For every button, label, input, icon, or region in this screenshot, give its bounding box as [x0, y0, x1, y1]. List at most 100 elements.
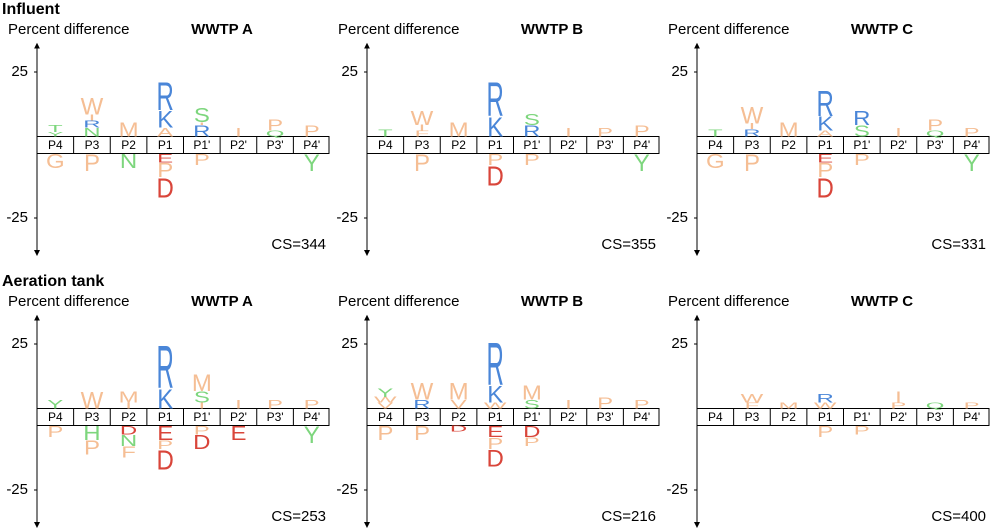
y-axis-title: Percent difference [668, 21, 789, 38]
position-label: P1 [818, 138, 833, 152]
position-label: P1 [818, 410, 833, 424]
panel-title: WWTP B [521, 293, 583, 310]
residue-letter: P [414, 150, 430, 177]
residue-letter: G [46, 150, 65, 173]
y-tick-label: 25 [671, 63, 688, 80]
residue-letter: I [895, 126, 902, 139]
residue-letter: E [157, 422, 173, 445]
residue-letter: K [487, 382, 503, 409]
residue-letter: I [419, 124, 426, 133]
residue-letter: A [817, 129, 833, 138]
residue-letter: P [817, 424, 833, 441]
residue-letter: R [157, 74, 174, 119]
y-tick-label: 25 [341, 63, 358, 80]
residue-letter: N [120, 150, 137, 173]
position-label: P2 [451, 138, 466, 152]
panel: Percent difference WWTP B-2525CS=216P4VWY… [336, 293, 660, 528]
residue-letter: W [814, 401, 837, 410]
residue-letter: I [895, 389, 902, 406]
residue-letter: P [597, 126, 613, 139]
residue-letter: P [84, 150, 100, 177]
residue-letter: R [83, 118, 100, 129]
position-label: P1 [158, 138, 173, 152]
residue-letter: K [487, 111, 504, 143]
residue-letter: P [890, 401, 906, 410]
residue-letter: W [411, 379, 434, 406]
residue-letter: S [194, 389, 210, 406]
annotation: CS=355 [601, 236, 656, 253]
residue-letter: P [854, 152, 870, 169]
residue-letter: D [523, 424, 540, 441]
residue-letter: W [741, 393, 764, 406]
y-axis-title: Percent difference [338, 293, 459, 310]
section-title: Influent [2, 1, 60, 18]
residue-letter: K [157, 107, 173, 134]
position-label: P4 [48, 138, 63, 152]
y-axis-title: Percent difference [8, 293, 129, 310]
residue-letter: P [524, 436, 540, 449]
residue-letter: S [524, 398, 540, 411]
position-label: P3' [597, 138, 614, 152]
position-label: P2' [890, 138, 907, 152]
residue-letter: Y [47, 398, 63, 411]
residue-letter: P [414, 422, 430, 445]
residue-letter: D [157, 444, 174, 476]
y-tick-label: -25 [6, 209, 28, 226]
position-label: P2' [230, 410, 247, 424]
y-tick-label: 25 [341, 335, 358, 352]
residue-letter: P [817, 159, 833, 182]
residue-letter: M [779, 401, 799, 410]
residue-letter: F [121, 444, 136, 461]
y-tick-label: 25 [671, 335, 688, 352]
residue-letter: P [194, 152, 210, 169]
position-label: P2 [781, 410, 796, 424]
position-label: P3' [927, 138, 944, 152]
y-axis-title: Percent difference [8, 21, 129, 38]
position-label: P1' [853, 410, 870, 424]
residue-letter: Q [266, 129, 285, 138]
position-label: P4' [303, 410, 320, 424]
position-label: P2' [890, 410, 907, 424]
residue-letter: R [487, 74, 504, 127]
residue-letter: R [743, 127, 760, 138]
residue-letter: Q [926, 401, 945, 410]
residue-letter: R [817, 84, 834, 124]
position-label: P3 [85, 138, 100, 152]
residue-letter: Y [304, 422, 320, 449]
residue-letter: V [377, 401, 393, 410]
position-label: P4 [378, 410, 393, 424]
y-tick-label: 25 [11, 63, 28, 80]
residue-letter: P [634, 398, 650, 411]
residue-letter: G [706, 150, 725, 173]
residue-letter: A [157, 126, 173, 139]
residue-letter: H [83, 422, 100, 445]
residue-letter: P [634, 123, 650, 140]
position-label: P2' [560, 138, 577, 152]
residue-letter: E [157, 152, 173, 165]
position-label: P3 [415, 410, 430, 424]
y-tick-label: -25 [6, 481, 28, 498]
residue-letter: W [81, 94, 104, 121]
position-label: P1 [158, 410, 173, 424]
residue-letter: I [565, 398, 572, 411]
residue-letter: T [708, 127, 723, 138]
annotation: CS=331 [931, 236, 986, 253]
residue-letter: T [48, 123, 63, 134]
residue-letter: S [194, 104, 210, 127]
residue-letter: M [119, 389, 139, 406]
annotation: CS=400 [931, 508, 986, 525]
panel-title: WWTP C [851, 21, 913, 38]
residue-letter: W [484, 401, 507, 410]
residue-letter: I [198, 121, 205, 126]
residue-letter: P [964, 401, 980, 410]
residue-letter: R [157, 334, 174, 401]
residue-letter: P [267, 117, 283, 134]
residue-letter: R [193, 123, 210, 140]
residue-letter: R [817, 393, 834, 406]
residue-letter: P [157, 439, 173, 452]
residue-letter: P [84, 437, 100, 460]
position-label: P4' [963, 410, 980, 424]
residue-letter: E [230, 422, 246, 445]
position-label: P4' [963, 138, 980, 152]
